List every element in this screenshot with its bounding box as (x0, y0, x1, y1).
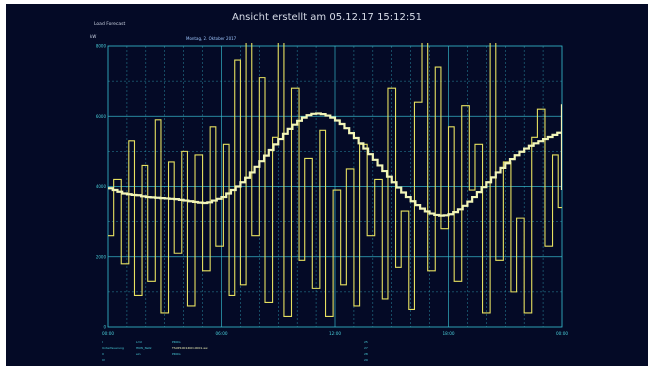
legend-entry: PROG (172, 352, 181, 356)
x-tick-label: 00:00 (556, 331, 568, 336)
x-tick-label: 00:00 (102, 331, 114, 336)
screen: Ansicht erstellt am 05.12.17 15:12:51 Lo… (6, 4, 648, 366)
axis-labels: 0 2000 4000 6000 8000 00:00 06:00 12:00 18:00 00:… (96, 44, 569, 337)
y-tick-label: 4000 (96, 184, 107, 189)
legend-entry: Unterfeuerung (102, 346, 124, 350)
legend-entry: 29 (364, 358, 368, 362)
y-axis-unit: kW (90, 34, 97, 39)
legend-entry: 25 (364, 340, 368, 344)
legend-entry: TSUP10014KD-0001.aw (172, 346, 208, 350)
forecast-series-line (108, 104, 562, 217)
legend-entry: ein (136, 352, 141, 356)
legend-entry: HKW_Netz (136, 346, 152, 350)
y-tick-label: 0 (103, 325, 106, 330)
legend-entry: Lmt (136, 340, 142, 344)
legend-entry: IV (102, 358, 105, 362)
x-tick-label: 18:00 (442, 331, 454, 336)
legend-entry: PROG (172, 340, 181, 344)
grid (107, 45, 563, 328)
legend-entry: I (102, 340, 103, 344)
view-title: Ansicht erstellt am 05.12.17 15:12:51 (232, 12, 422, 23)
y-tick-label: 2000 (96, 254, 107, 259)
x-tick-label: 06:00 (215, 331, 227, 336)
chart-subtitle: Montag, 2. Oktober 2017 (186, 36, 237, 41)
panel-title: Load Forecast (94, 22, 126, 27)
y-tick-label: 6000 (96, 114, 107, 119)
y-tick-label: 8000 (96, 44, 107, 49)
legend-entry: 27 (364, 346, 368, 350)
load-series-line (108, 43, 562, 318)
legend-entry: 28 (364, 352, 368, 356)
series (108, 43, 562, 318)
load-forecast-chart: 0 2000 4000 6000 8000 00:00 06:00 12:00 18:00 00:… (96, 43, 569, 337)
legend-entry: II (102, 352, 104, 356)
x-tick-label: 12:00 (329, 331, 341, 336)
